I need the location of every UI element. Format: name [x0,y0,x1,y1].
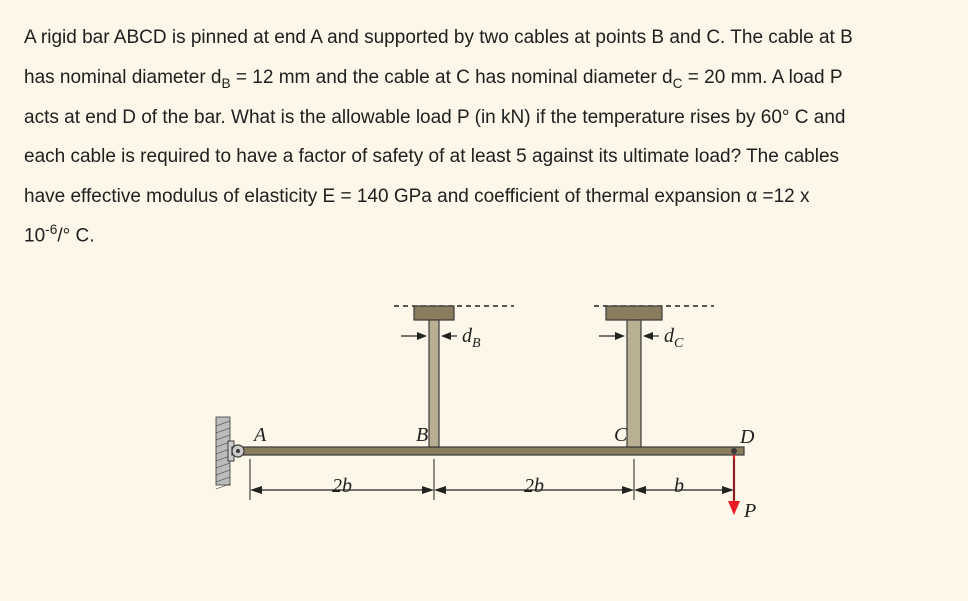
line-1: A rigid bar ABCD is pinned at end A and … [24,27,853,48]
svg-text:b: b [674,475,684,497]
svg-text:dC: dC [664,325,684,351]
sup-neg6: -6 [45,222,57,237]
figure-svg: dB dC A B C D P 2b 2b b [204,276,764,556]
line-5: have effective modulus of elasticity E =… [24,186,810,207]
svg-text:P: P [743,500,756,522]
svg-text:2b: 2b [524,475,544,497]
svg-text:A: A [252,424,267,446]
sub-b: B [222,75,231,90]
line-2c: = 20 mm. A load P [683,67,843,88]
svg-text:2b: 2b [332,475,352,497]
line-2a: has nominal diameter d [24,67,222,88]
problem-statement: A rigid bar ABCD is pinned at end A and … [24,18,944,256]
line-3: acts at end D of the bar. What is the al… [24,107,846,128]
figure: dB dC A B C D P 2b 2b b [204,276,764,556]
svg-text:D: D [739,426,755,448]
svg-text:dB: dB [462,325,481,351]
line-6b: /° C. [57,226,94,247]
svg-text:C: C [614,424,628,446]
line-6a: 10 [24,226,45,247]
svg-text:B: B [416,424,428,446]
line-4: each cable is required to have a factor … [24,146,839,167]
line-2b: = 12 mm and the cable at C has nominal d… [231,67,673,88]
sub-c: C [673,75,683,90]
